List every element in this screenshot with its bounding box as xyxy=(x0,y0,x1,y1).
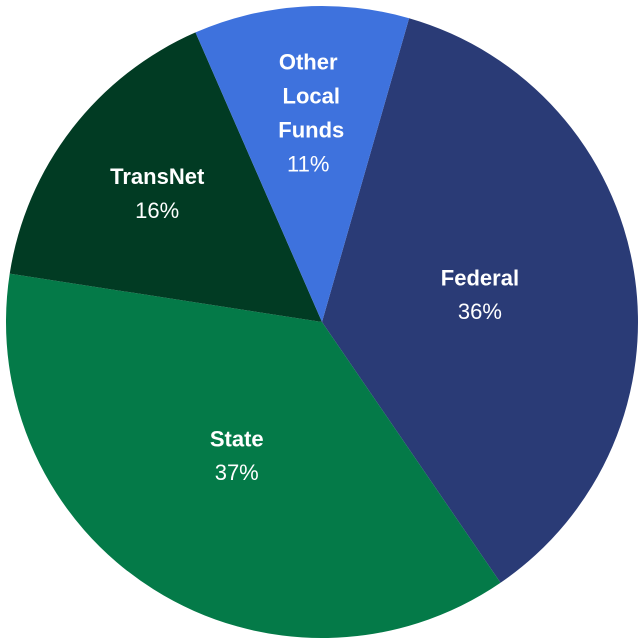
value-label: 16% xyxy=(135,198,179,223)
category-label: TransNet xyxy=(110,164,205,189)
category-label: Other Local Funds xyxy=(272,49,344,142)
pie-slice xyxy=(322,18,638,583)
category-label: Federal xyxy=(441,265,519,290)
pie-slice xyxy=(195,5,410,322)
pie-slice xyxy=(9,32,323,322)
pie-slice xyxy=(6,273,501,638)
value-label: 37% xyxy=(215,460,259,485)
value-label: 36% xyxy=(458,299,502,324)
value-label: 11% xyxy=(287,151,329,176)
category-label: State xyxy=(210,426,264,451)
